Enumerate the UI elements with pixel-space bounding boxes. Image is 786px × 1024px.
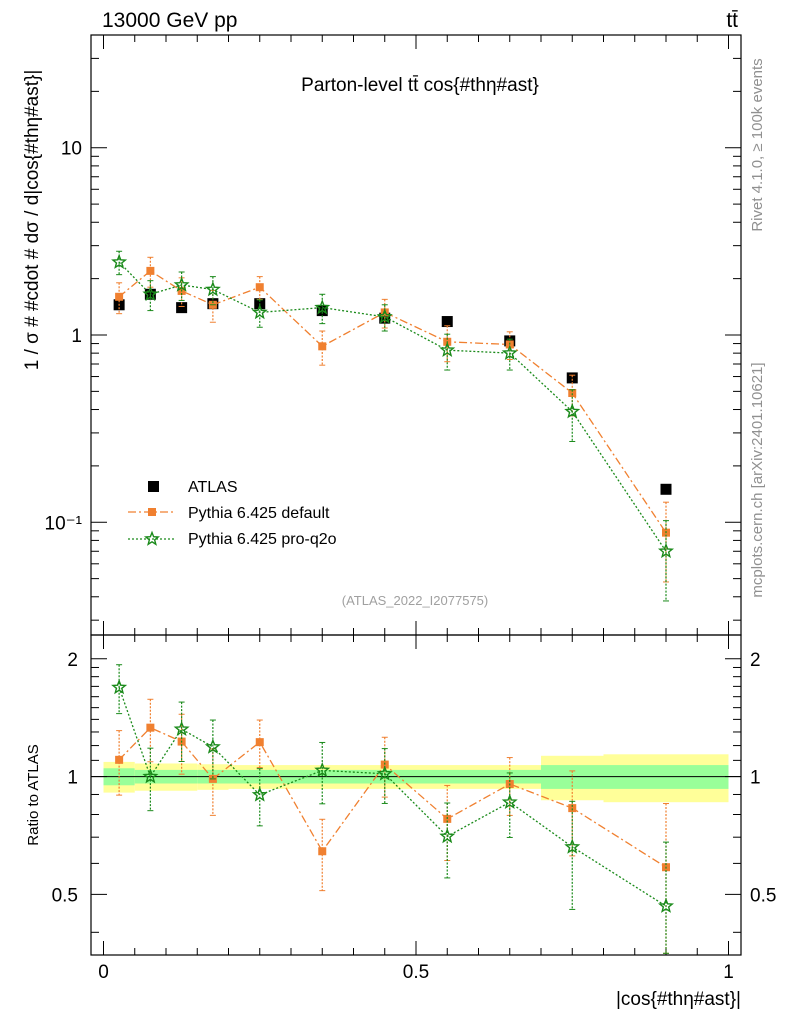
data-point-atlas <box>441 316 453 328</box>
ratio-series-line <box>118 687 667 907</box>
data-point-pythia-pro-q2o <box>439 341 456 357</box>
series-line <box>118 261 667 552</box>
y-tick-label: 10⁻¹ <box>45 513 83 534</box>
ratio-uncertainty-bands <box>91 754 741 803</box>
ratio-y-tick-label-left: 2 <box>67 650 78 671</box>
data-point-pythia-pro-q2o <box>251 303 268 320</box>
ratio-point-pythia-default <box>146 723 155 732</box>
main-panel-series <box>111 250 675 602</box>
ratio-point-pythia-pro-q2o <box>204 738 221 754</box>
legend-entry-pythia-default: Pythia 6.425 default <box>128 505 330 522</box>
legend-marker-pythia-pro-q2o <box>143 530 161 546</box>
ratio-point-pythia-pro-q2o <box>657 897 675 913</box>
data-point-pythia-default <box>255 283 264 292</box>
data-point-atlas <box>566 372 578 384</box>
data-point-pythia-pro-q2o <box>564 403 581 419</box>
rivet-version-label: Rivet 4.1.0, ≥ 100k events <box>749 58 766 231</box>
legend-entry-atlas: ATLAS <box>148 479 238 496</box>
data-point-pythia-default <box>115 292 124 301</box>
data-point-pythia-pro-q2o <box>204 281 221 297</box>
ratio-point-pythia-default <box>318 847 327 856</box>
data-point-pythia-pro-q2o <box>376 308 393 324</box>
legend-entry-pythia-pro-q2o: Pythia 6.425 pro-q2o <box>128 530 337 548</box>
legend-label-atlas: ATLAS <box>188 479 238 496</box>
ratio-y-tick-label-right: 0.5 <box>750 885 776 906</box>
ratio-point-pythia-pro-q2o <box>439 827 456 844</box>
ratio-point-pythia-pro-q2o <box>251 786 268 802</box>
data-point-pythia-pro-q2o <box>501 344 518 360</box>
legend-marker-pythia-default <box>148 508 156 516</box>
mcplots-label: mcplots.cern.ch [arXiv:2401.10621] <box>749 362 766 597</box>
ratio-point-pythia-default <box>115 755 124 764</box>
ratio-series-line <box>118 726 667 868</box>
ratio-point-pythia-pro-q2o <box>142 768 159 784</box>
ratio-point-pythia-pro-q2o <box>173 720 190 737</box>
data-point-pythia-pro-q2o <box>314 299 331 315</box>
ratio-y-axis-label: Ratio to ATLAS <box>25 744 42 845</box>
ratio-y-tick-label-right: 2 <box>750 650 761 671</box>
x-tick-label: 0.5 <box>403 962 429 983</box>
ratio-point-pythia-pro-q2o <box>501 793 518 809</box>
ratio-panel-series <box>111 664 675 954</box>
ratio-point-pythia-pro-q2o <box>314 761 331 778</box>
legend-label-pythia-pro-q2o: Pythia 6.425 pro-q2o <box>188 531 337 548</box>
legend: ATLAS Pythia 6.425 default Pythia 6.425 … <box>128 479 337 548</box>
data-point-pythia-pro-q2o <box>657 542 675 559</box>
ratio-point-pythia-pro-q2o <box>564 838 581 854</box>
y-axis-label: 1 / σ # #cdot # dσ / d|cos{#thη#ast}| <box>22 70 43 371</box>
data-point-atlas <box>660 483 672 495</box>
process-label: tt̄ <box>726 9 738 32</box>
data-point-pythia-pro-q2o <box>173 276 190 292</box>
series-line <box>118 270 667 534</box>
ratio-point-pythia-default <box>255 738 264 747</box>
data-point-atlas <box>176 302 188 314</box>
ratio-point-pythia-pro-q2o <box>376 765 393 781</box>
y-tick-label: 1 <box>71 326 82 347</box>
ratio-y-tick-label-right: 1 <box>750 768 761 789</box>
data-point-pythia-default <box>568 389 577 398</box>
y-tick-label: 10 <box>61 139 82 160</box>
analysis-tag: (ATLAS_2022_I2077575) <box>342 593 488 608</box>
x-axis-label: |cos{#thη#ast}| <box>616 989 741 1010</box>
data-point-pythia-pro-q2o <box>111 253 128 269</box>
data-point-pythia-pro-q2o <box>142 285 159 302</box>
ratio-point-pythia-pro-q2o <box>111 678 128 695</box>
legend-label-pythia-default: Pythia 6.425 default <box>188 505 330 522</box>
chart-title: Parton-level tt̄ cos{#thη#ast} <box>301 75 539 96</box>
x-tick-label: 0 <box>98 962 109 983</box>
x-tick-label: 1 <box>723 962 734 983</box>
ratio-y-tick-label-left: 1 <box>67 768 78 789</box>
axis-ticks: 0 0.5 1 10⁻¹ 1 10 0.5 0.5 1 1 2 2 <box>45 34 776 983</box>
beam-energy-label: 13000 GeV pp <box>102 9 237 32</box>
data-point-pythia-default <box>146 266 155 275</box>
legend-marker-atlas <box>148 481 159 492</box>
ratio-y-tick-label-left: 0.5 <box>52 885 78 906</box>
ratio-point-pythia-default <box>568 804 577 813</box>
data-point-pythia-default <box>318 342 327 351</box>
